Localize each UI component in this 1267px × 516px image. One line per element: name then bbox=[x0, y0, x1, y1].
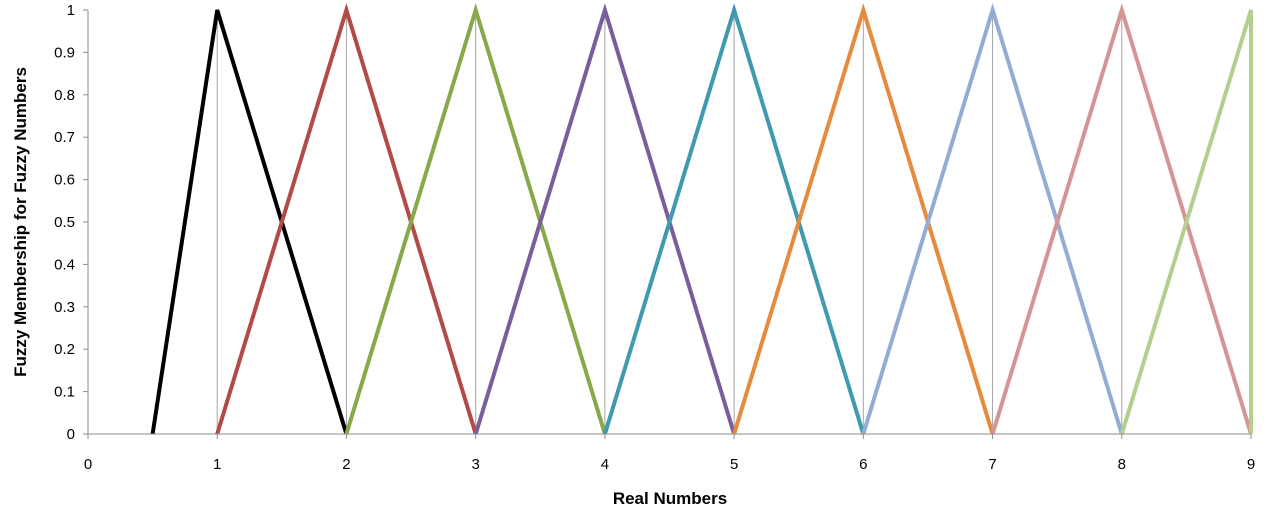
y-axis-title: Fuzzy Membership for Fuzzy Numbers bbox=[11, 67, 30, 377]
y-tick-label: 0.5 bbox=[54, 214, 75, 231]
grid-layer bbox=[216, 10, 1252, 434]
x-tick-label: 5 bbox=[730, 456, 738, 473]
y-tick-label: 0 bbox=[67, 426, 75, 443]
axis-layer bbox=[83, 9, 1252, 439]
x-tick-label: 4 bbox=[601, 456, 609, 473]
series-layer bbox=[150, 3, 1253, 435]
y-tick-label: 0.6 bbox=[54, 172, 75, 189]
y-tick-label: 0.4 bbox=[54, 256, 75, 273]
x-axis-title: Real Numbers bbox=[613, 489, 727, 508]
label-layer: 0 0.1 0.2 0.3 0.4 0.5 0.6 0.7 0.8 0.9 1 0 1 2 3 4 5 6 7 8 9 bbox=[54, 2, 1255, 473]
y-tick-label: 0.7 bbox=[54, 129, 75, 146]
x-tick-label: 7 bbox=[988, 456, 996, 473]
x-tick-label: 3 bbox=[471, 456, 479, 473]
y-tick-label: 0.1 bbox=[54, 384, 75, 401]
series-line-7 bbox=[861, 3, 1124, 435]
y-tick-label: 0.3 bbox=[54, 299, 75, 316]
series-line-9 bbox=[1119, 9, 1253, 435]
x-tick-label: 9 bbox=[1247, 456, 1255, 473]
series-line-4 bbox=[473, 3, 737, 435]
y-tick-label: 0.9 bbox=[54, 44, 75, 61]
series-line-1 bbox=[150, 9, 349, 435]
series-line-8 bbox=[990, 3, 1253, 435]
y-tick-label: 0.8 bbox=[54, 87, 75, 104]
x-tick-label: 0 bbox=[84, 456, 92, 473]
y-tick-label: 0.2 bbox=[54, 341, 75, 358]
series-line-2 bbox=[215, 3, 478, 435]
x-tick-label: 2 bbox=[342, 456, 350, 473]
series-line-6 bbox=[732, 3, 995, 435]
x-tick-label: 8 bbox=[1118, 456, 1126, 473]
series-line-3 bbox=[344, 3, 607, 435]
y-tick-label: 1 bbox=[67, 2, 75, 19]
x-tick-label: 6 bbox=[859, 456, 867, 473]
x-tick-label: 1 bbox=[213, 456, 221, 473]
series-line-5 bbox=[602, 3, 866, 435]
